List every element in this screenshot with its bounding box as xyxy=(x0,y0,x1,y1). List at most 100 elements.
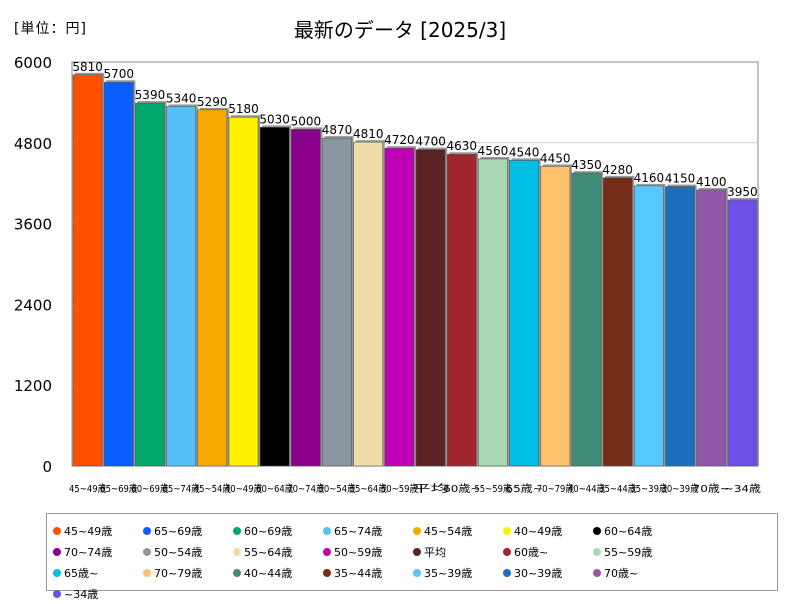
bar xyxy=(509,160,540,467)
bar-value-label: 4160 xyxy=(634,171,665,185)
x-tick-label: 65~74歳 xyxy=(163,483,200,495)
y-tick-label: 6000 xyxy=(14,54,52,72)
legend-label: ~34歳 xyxy=(64,587,99,601)
legend-swatch xyxy=(413,568,421,577)
legend-label: 65~69歳 xyxy=(154,524,203,538)
legend-label: 30~39歳 xyxy=(514,566,563,580)
legend-label: 60~64歳 xyxy=(604,524,653,538)
legend-item: 35~44歳 xyxy=(323,562,413,583)
unit-label: [単位：円] xyxy=(14,21,87,37)
bar xyxy=(633,185,664,467)
legend-swatch xyxy=(53,547,61,556)
legend-item: 50~59歳 xyxy=(323,541,413,562)
x-tick-label: 60歳~ xyxy=(443,483,480,495)
bar xyxy=(696,189,727,467)
bar-value-label: 4810 xyxy=(353,127,384,141)
bar xyxy=(415,149,446,467)
x-tick-label: 70~74歳 xyxy=(287,483,324,495)
legend-label: 35~39歳 xyxy=(424,566,473,580)
legend-label: 55~64歳 xyxy=(244,545,293,559)
legend-swatch xyxy=(233,568,241,577)
legend-label: 60~69歳 xyxy=(244,524,293,538)
x-tick-label: 70歳~ xyxy=(693,483,730,495)
legend-label: 70~74歳 xyxy=(64,545,113,559)
bar xyxy=(478,158,508,467)
legend-item: 70~74歳 xyxy=(53,541,143,562)
y-tick-label: 3600 xyxy=(14,216,52,234)
bar xyxy=(540,166,571,467)
x-tick-label: 65~69歳 xyxy=(100,483,137,495)
legend-swatch xyxy=(53,589,61,598)
legend-item: 30~39歳 xyxy=(503,562,593,583)
legend-swatch xyxy=(413,526,421,535)
legend-item: 65歳~ xyxy=(53,562,143,583)
x-tick-label: 平均 xyxy=(412,483,449,495)
legend-swatch xyxy=(593,526,601,535)
x-tick-label: ~34歳 xyxy=(724,483,761,495)
legend-item: 40~44歳 xyxy=(233,562,323,583)
legend-item: 平均 xyxy=(413,541,503,562)
legend-item: 60歳~ xyxy=(503,541,593,562)
bar-value-label: 5700 xyxy=(103,67,134,81)
legend-label: 50~54歳 xyxy=(154,545,203,559)
legend-swatch xyxy=(503,526,511,535)
legend-label: 40~44歳 xyxy=(244,566,293,580)
bar-value-label: 4630 xyxy=(446,139,477,153)
chart-title: 最新のデータ [2025/3] xyxy=(293,18,507,42)
legend-swatch xyxy=(413,547,421,556)
x-tick-label: 40~44歳 xyxy=(568,483,605,495)
legend-swatch xyxy=(143,568,151,577)
bar xyxy=(259,127,290,467)
bar-value-label: 4350 xyxy=(571,158,602,172)
legend-label: 45~54歳 xyxy=(424,524,473,538)
bar xyxy=(290,129,321,467)
x-tick-label: 60~69歳 xyxy=(131,483,168,495)
bar-value-label: 4870 xyxy=(322,123,353,137)
bar xyxy=(446,153,477,467)
bar xyxy=(571,172,602,467)
x-tick-label: 30~39歳 xyxy=(661,483,698,495)
y-tick-label: 2400 xyxy=(14,296,52,314)
legend-swatch xyxy=(143,526,151,535)
x-tick-label: 55~64歳 xyxy=(350,483,387,495)
legend-label: 65歳~ xyxy=(64,566,99,580)
bar-value-label: 4450 xyxy=(540,151,571,165)
bar xyxy=(353,141,384,467)
legend-label: 平均 xyxy=(424,545,446,559)
legend-item: 45~49歳 xyxy=(53,520,143,541)
legend-item: 65~74歳 xyxy=(323,520,413,541)
bar xyxy=(602,177,633,467)
bar-value-label: 5290 xyxy=(197,95,228,109)
bar xyxy=(228,116,259,467)
legend-label: 35~44歳 xyxy=(334,566,383,580)
bar-value-label: 4150 xyxy=(665,172,696,186)
legend-label: 65~74歳 xyxy=(334,524,383,538)
bar xyxy=(135,102,165,467)
legend-swatch xyxy=(233,547,241,556)
legend-item: 35~39歳 xyxy=(413,562,503,583)
bar xyxy=(72,74,103,467)
y-tick-label: 1200 xyxy=(14,377,52,395)
x-tick-label: 65歳~ xyxy=(506,483,543,495)
bar-value-label: 5810 xyxy=(72,60,103,74)
legend-item: 65~69歳 xyxy=(143,520,233,541)
legend-swatch xyxy=(323,526,331,535)
legend-label: 70歳~ xyxy=(604,566,639,580)
bar-value-label: 4280 xyxy=(602,163,633,177)
legend-item: 60~69歳 xyxy=(233,520,323,541)
bar xyxy=(322,137,352,467)
x-tick-label: 45~49歳 xyxy=(69,483,106,495)
legend-label: 55~59歳 xyxy=(604,545,653,559)
bar xyxy=(103,81,134,467)
bar-value-label: 4700 xyxy=(415,135,446,149)
legend-label: 40~49歳 xyxy=(514,524,563,538)
legend-swatch xyxy=(593,568,601,577)
legend-item: 50~54歳 xyxy=(143,541,233,562)
legend-swatch xyxy=(53,568,61,577)
legend-swatch xyxy=(233,526,241,535)
legend-label: 60歳~ xyxy=(514,545,549,559)
legend-item: 45~54歳 xyxy=(413,520,503,541)
x-tick-label: 45~54歳 xyxy=(194,483,231,495)
bar-value-label: 5340 xyxy=(166,91,197,105)
bar-value-label: 4100 xyxy=(696,175,727,189)
